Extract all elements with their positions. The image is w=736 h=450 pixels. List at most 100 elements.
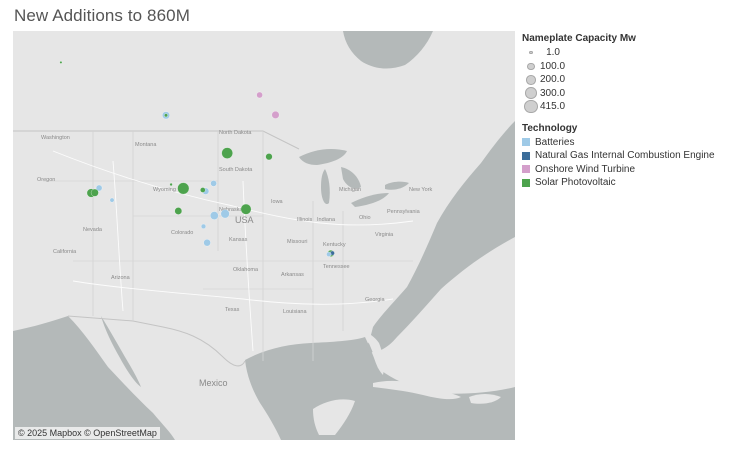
technology-legend-item[interactable]: Onshore Wind Turbine [522,163,732,177]
size-legend-symbol [522,100,540,114]
size-circle-icon [529,51,533,55]
plant-point[interactable] [326,251,332,257]
technology-legend-label: Solar Photovoltaic [535,177,616,189]
size-legend-item[interactable]: 300.0 [522,87,732,101]
map-label-arizona: Arizona [111,275,131,281]
color-swatch-icon [522,178,530,187]
map-label-kentucky: Kentucky [323,242,346,248]
gulf-of-california [101,316,141,387]
plant-point[interactable] [164,113,168,118]
roads [52,150,414,352]
map-label-ohio: Ohio [359,215,371,221]
plant-point[interactable] [177,182,190,195]
map-label-iowa: Iowa [271,199,284,205]
color-swatch-icon [522,138,530,147]
map-label-washington: Washington [41,135,70,141]
map-label-indiana: Indiana [317,217,336,223]
plant-point[interactable] [109,197,115,203]
hudson-bay [343,31,433,69]
size-circle-icon [525,87,537,100]
plant-point[interactable] [221,147,233,159]
plant-point[interactable] [200,187,206,193]
map-labels: USA Mexico Washington Oregon California Nevad… [37,130,432,388]
map-view[interactable]: USA Mexico Washington Oregon California Nevad… [13,31,515,440]
map-canvas[interactable]: USA Mexico Washington Oregon California Nevad… [13,31,515,440]
map-attribution[interactable]: © 2025 Mapbox © OpenStreetMap [15,427,160,439]
gulf-of-mexico [245,337,515,440]
technology-legend-item[interactable]: Batteries [522,136,732,150]
map-label-oklahoma: Oklahoma [233,267,259,273]
size-legend-label: 100.0 [540,60,566,72]
map-label-georgia: Georgia [365,297,386,303]
mexico-border [67,315,246,367]
basemap [13,31,515,440]
plant-point[interactable] [256,91,263,99]
map-label-california: California [53,249,77,255]
lake-michigan [321,169,330,205]
map-label-nebraska: Nebraska [219,207,243,213]
technology-legend-label: Onshore Wind Turbine [535,163,636,175]
technology-legend-title: Technology [522,122,578,134]
size-circle-icon [524,100,538,114]
state-borders [43,131,413,361]
plant-point[interactable] [240,203,252,215]
plant-point[interactable] [203,238,211,247]
page-title: New Additions to 860M [14,6,190,25]
map-label-virginia: Virginia [375,232,394,238]
technology-legend: Batteries Natural Gas Internal Combustion… [522,136,732,190]
hispaniola [469,394,501,404]
size-legend-symbol [522,62,540,70]
size-legend-symbol [522,51,540,55]
map-label-colorado: Colorado [171,230,193,236]
size-legend-label: 300.0 [540,87,566,99]
map-label-usa: USA [235,215,254,225]
plant-point[interactable] [220,209,230,219]
technology-legend-label: Batteries [535,136,575,148]
map-label-texas: Texas [225,307,240,313]
plant-point[interactable] [210,180,217,187]
size-legend-symbol [522,87,540,100]
color-swatch-icon [522,151,530,160]
map-label-north-dakota: North Dakota [219,130,252,136]
plant-points [59,60,335,257]
lake-erie [351,193,389,207]
legend: Nameplate Capacity Mw 1.0 100.0 200.0 300.0… [522,33,732,190]
size-legend: 1.0 100.0 200.0 300.0 415.0 [522,46,732,114]
map-label-tennessee: Tennessee [323,264,350,270]
lake-ontario [385,181,409,190]
pacific-ocean [13,316,175,440]
plant-point[interactable] [265,153,273,161]
plant-point[interactable] [90,188,99,197]
lake-superior [299,149,347,165]
map-label-oregon: Oregon [37,177,55,183]
plant-point[interactable] [59,60,63,64]
color-swatch-icon [522,165,530,174]
technology-legend-item[interactable]: Natural Gas Internal Combustion Engine [522,149,732,163]
map-label-wyoming: Wyoming [153,187,176,193]
plant-point[interactable] [271,110,280,119]
yucatan [313,399,355,435]
size-legend-symbol [522,74,540,85]
map-label-kansas: Kansas [229,237,248,243]
map-label-south-dakota: South Dakota [219,167,253,173]
plant-point[interactable] [169,182,173,187]
technology-legend-label: Natural Gas Internal Combustion Engine [535,150,715,162]
plant-point[interactable] [95,184,103,192]
map-label-missouri: Missouri [287,239,307,245]
size-circle-icon [527,62,535,70]
map-label-louisiana: Louisiana [283,309,307,315]
size-legend-label: 200.0 [540,74,566,86]
size-legend-item[interactable]: 200.0 [522,73,732,87]
map-label-mexico: Mexico [199,378,228,388]
plant-point[interactable] [209,211,219,220]
size-legend-title: Nameplate Capacity Mw [522,33,636,44]
map-label-illinois: Illinois [297,217,313,223]
plant-point[interactable] [200,223,207,230]
size-legend-label: 1.0 [546,47,560,59]
size-legend-item[interactable]: 100.0 [522,60,732,74]
plant-point[interactable] [174,207,183,215]
technology-legend-item[interactable]: Solar Photovoltaic [522,176,732,190]
cuba [373,380,461,400]
size-legend-item[interactable]: 1.0 [522,46,732,60]
size-legend-item[interactable]: 415.0 [522,100,732,114]
